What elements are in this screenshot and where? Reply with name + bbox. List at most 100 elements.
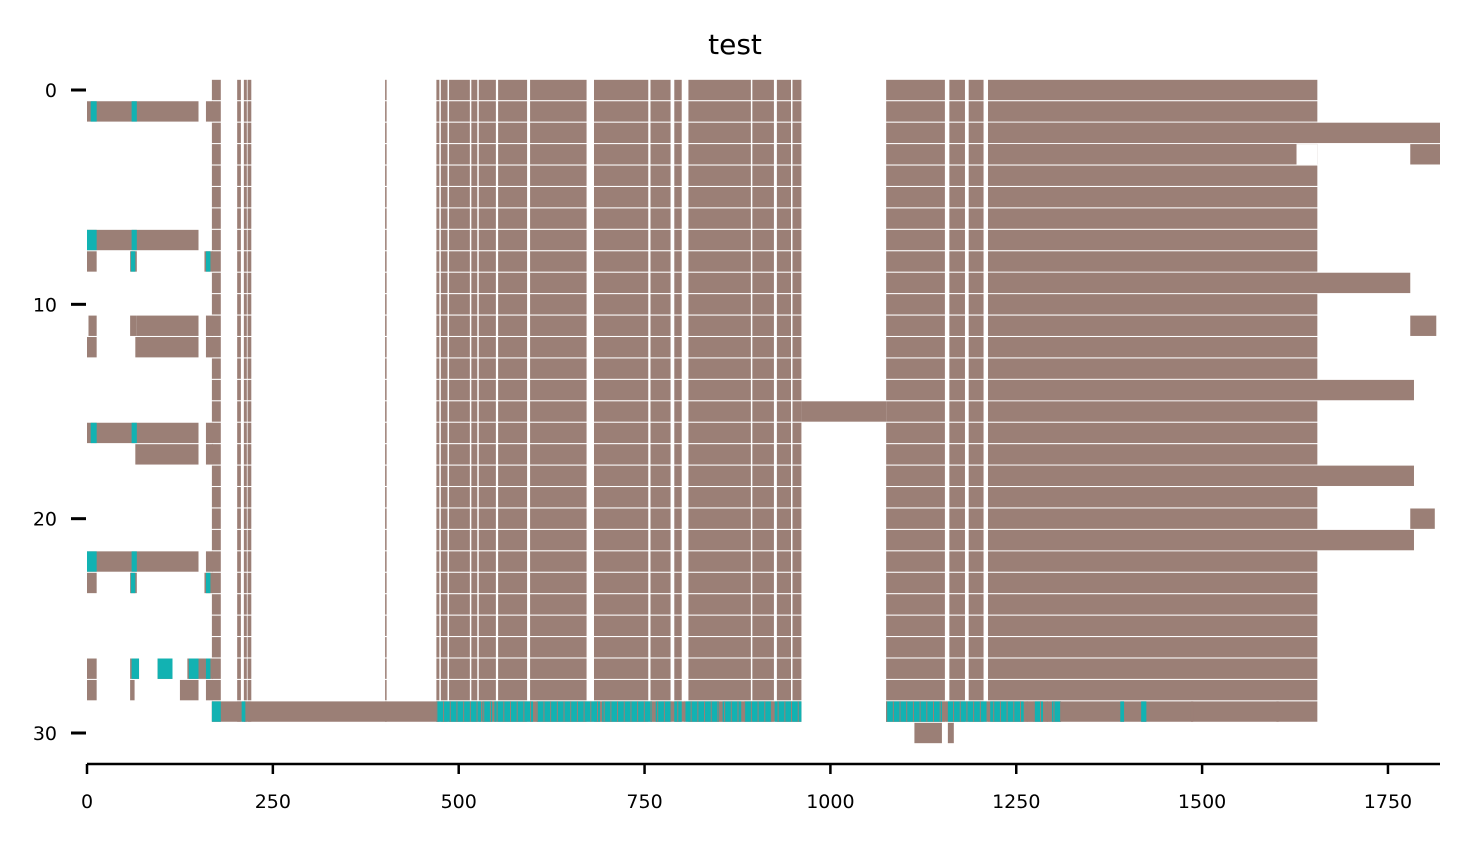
bar-segment [674, 101, 682, 122]
bar-segment [988, 529, 1414, 551]
bar-segment [436, 658, 440, 679]
bar-segment [478, 272, 496, 294]
bar-segment [792, 401, 802, 422]
bar-segment [385, 272, 387, 294]
bar-segment [449, 444, 470, 465]
bar-segment [478, 208, 496, 229]
bar-segment [988, 572, 1318, 594]
bar-segment [436, 551, 440, 572]
highlight-segment [131, 229, 137, 251]
bar-segment [792, 465, 802, 486]
bar-segment [988, 637, 1318, 658]
bar-segment [247, 444, 252, 465]
bar-segment [688, 401, 751, 422]
bar-segment [988, 551, 1318, 572]
highlight-stripe [550, 701, 552, 722]
bar-segment [471, 379, 478, 401]
highlight-stripe [730, 701, 732, 722]
highlight-stripe [906, 701, 908, 722]
bar-segment [674, 658, 682, 679]
bar-segment [237, 165, 241, 186]
bar-segment [237, 315, 241, 336]
highlight-stripe [770, 701, 772, 722]
bar-segment [674, 529, 682, 551]
bar-segment [674, 444, 682, 465]
bar-segment [243, 444, 247, 465]
bar-segment [776, 144, 791, 165]
bar-segment [886, 379, 945, 401]
x-tick-label: 1500 [1178, 791, 1226, 813]
bar-segment [776, 529, 791, 551]
highlight-stripe [912, 701, 914, 722]
bar-segment [436, 444, 440, 465]
bar-segment [237, 358, 241, 379]
bar-segment [752, 422, 774, 444]
bar-segment [211, 637, 221, 658]
bar-segment [650, 444, 671, 465]
bar-segment [792, 508, 802, 529]
bar-segment [247, 208, 252, 229]
bar-segment [688, 337, 751, 358]
x-tick-label: 0 [81, 791, 93, 813]
bar-segment [498, 444, 528, 465]
bar-segment [968, 294, 984, 315]
bar-segment [949, 251, 965, 272]
bar-segment [594, 401, 649, 422]
bar-segment [949, 122, 965, 144]
bar-segment [650, 79, 671, 101]
bar-segment [385, 337, 387, 358]
highlight-segment [774, 701, 802, 722]
bar-segment [436, 679, 440, 701]
bar-segment [385, 186, 387, 208]
bar-segment [436, 144, 440, 165]
bar-segment [674, 615, 682, 637]
bar-segment [688, 487, 751, 508]
bar-segment [498, 572, 528, 594]
bar-segment [385, 508, 387, 529]
highlight-stripe [1013, 701, 1015, 722]
bar-segment [776, 422, 791, 444]
bar-segment [449, 208, 470, 229]
bar-segment [776, 551, 791, 572]
highlight-stripe [1026, 701, 1028, 722]
bar-segment [792, 379, 802, 401]
bar-segment [436, 465, 440, 486]
bar-segment [247, 315, 252, 336]
bar-segment [385, 208, 387, 229]
bar-segment [792, 444, 802, 465]
bar-segment [776, 401, 791, 422]
highlight-stripe [919, 701, 921, 722]
bar-segment [674, 508, 682, 529]
bar-segment [471, 122, 478, 144]
bar-segment [886, 487, 945, 508]
highlight-stripe [959, 701, 961, 722]
bar-segment [205, 444, 213, 465]
bar-segment [530, 79, 587, 101]
highlight-stripe [657, 701, 659, 722]
bar-segment [211, 444, 221, 465]
bar-segment [530, 487, 587, 508]
highlight-stripe [643, 701, 645, 722]
bar-segment [594, 637, 649, 658]
bar-segment [243, 358, 247, 379]
bar-segment [650, 658, 671, 679]
bar-segment [449, 487, 470, 508]
highlight-segment [685, 701, 719, 722]
bar-segment [436, 315, 440, 336]
bar-segment [237, 594, 241, 615]
bar-segment [87, 229, 199, 251]
bar-segment [886, 637, 945, 658]
bar-segment [688, 379, 751, 401]
bar-segment [776, 358, 791, 379]
bar-segment [247, 401, 252, 422]
bar-segment [886, 358, 945, 379]
bar-segment [801, 401, 887, 422]
bar-segment [243, 208, 247, 229]
bar-segment [385, 101, 387, 122]
bar-segment [211, 229, 221, 251]
bar-segment [988, 508, 1318, 529]
bar-segment [440, 551, 448, 572]
bar-segment [968, 358, 984, 379]
highlight-stripe [677, 701, 679, 722]
bar-segment [949, 529, 965, 551]
